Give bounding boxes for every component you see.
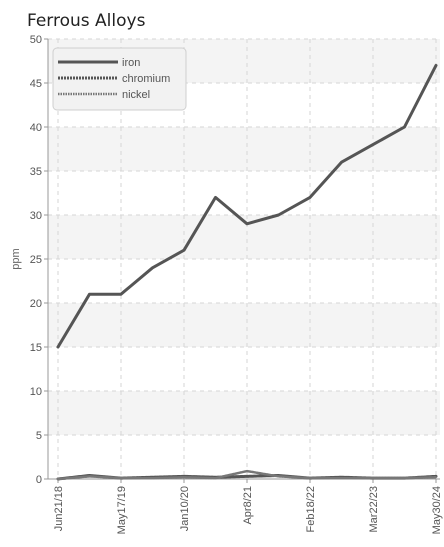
y-tick-label: 0 — [36, 474, 42, 486]
x-tick-label: Jan10/20 — [179, 486, 191, 531]
legend-label-iron: iron — [122, 57, 140, 69]
series-lines — [56, 63, 438, 481]
series-line-iron — [56, 63, 438, 349]
x-tick-label: May17/19 — [116, 486, 128, 534]
y-axis-label: ppm — [10, 248, 22, 269]
y-tick-label: 45 — [30, 78, 42, 90]
x-tick-label: May30/24 — [431, 486, 443, 534]
series-line-nickel — [56, 469, 438, 481]
legend-label-nickel: nickel — [122, 89, 150, 101]
plot-band — [48, 347, 440, 391]
plot-band — [48, 259, 440, 303]
x-tick-label: Mar22/23 — [368, 486, 380, 532]
y-tick-label: 35 — [30, 166, 42, 178]
y-tick-label: 15 — [30, 342, 42, 354]
y-tick-label: 30 — [30, 210, 42, 222]
legend: iron chromium nickel — [52, 47, 187, 111]
plot-band — [48, 391, 440, 435]
y-tick-label: 40 — [30, 122, 42, 134]
y-tick-label: 20 — [30, 298, 42, 310]
x-tick-label: Apr8/21 — [242, 486, 254, 525]
x-tick-label: Feb18/22 — [305, 486, 317, 532]
y-tick-label: 50 — [30, 34, 42, 46]
y-tick-label: 10 — [30, 386, 42, 398]
y-tick-label: 5 — [36, 430, 42, 442]
legend-label-chromium: chromium — [122, 73, 170, 85]
plot-band — [48, 127, 440, 171]
y-tick-label: 25 — [30, 254, 42, 266]
x-axis-ticks: Jun21/18 May17/19 Jan10/20 Apr8/21 Feb18/22 M… — [53, 479, 443, 534]
plot-band — [48, 303, 440, 347]
chart-title: Ferrous Alloys — [27, 11, 146, 31]
x-tick-label: Jun21/18 — [53, 486, 65, 531]
plot-band — [48, 171, 440, 215]
y-axis-ticks: 0 5 10 15 20 25 30 35 40 45 50 — [30, 34, 48, 486]
